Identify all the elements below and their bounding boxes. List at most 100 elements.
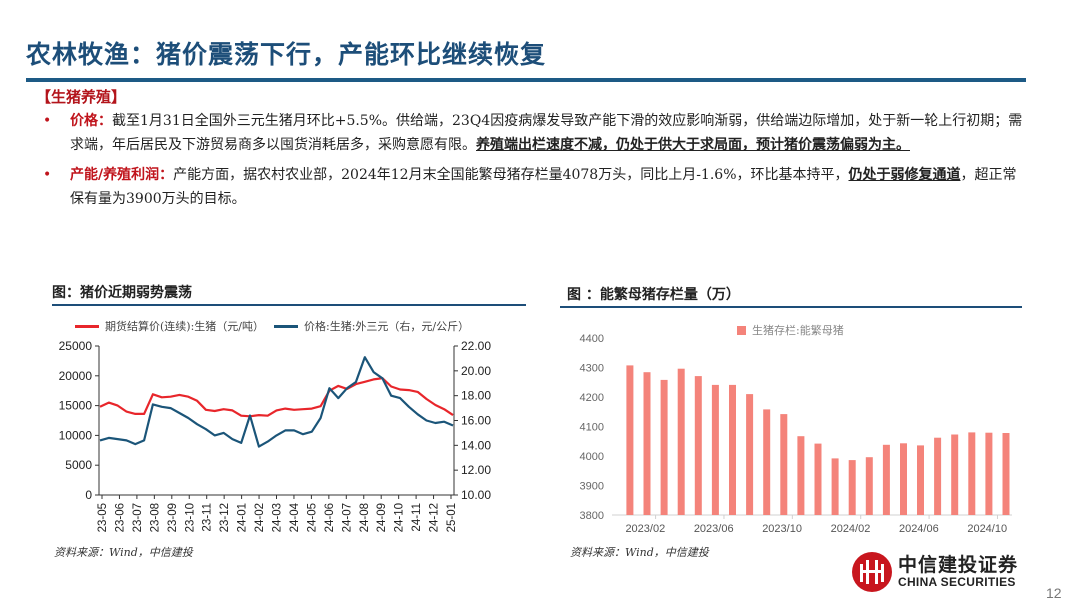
page-number: 12 (1046, 585, 1062, 601)
bar-y-tick: 4100 (580, 422, 604, 434)
x-axis-tick: 23-11 (202, 503, 214, 532)
bullet-dot-icon: • (43, 167, 52, 183)
right-axis-tick: 22.00 (461, 339, 491, 353)
bar-x-tick: 2023/10 (762, 523, 802, 535)
left-axis-tick: 5000 (65, 458, 92, 472)
bar-y-tick: 3900 (580, 481, 604, 493)
bar (797, 436, 805, 515)
bar (985, 432, 993, 515)
legend-label-sows: 生猪存栏:能繁母猪 (752, 324, 844, 337)
right-axis-tick: 16.00 (461, 414, 491, 428)
x-axis-tick: 24-09 (376, 503, 388, 532)
line-chart-title-rule (52, 304, 526, 306)
line-chart-legend: 期货结算价(连续):生猪（元/吨） 价格:生猪:外三元（右，元/公斤） (75, 318, 469, 334)
x-axis-tick: 24-07 (341, 503, 353, 532)
bar-y-tick: 4400 (580, 333, 604, 345)
bullet-list: • 价格：截至1月31日全国外三元生猪月环比+5.5%。供给端，23Q4因疫病爆… (40, 109, 1030, 217)
left-axis-tick: 25000 (59, 339, 93, 353)
bar-y-tick: 4200 (580, 392, 604, 404)
x-axis-tick: 25-01 (446, 503, 458, 532)
bar (643, 372, 651, 515)
section-tag: 【生猪养殖】 (36, 88, 127, 106)
bar (917, 445, 924, 515)
logo-text-en: CHINA SECURITIES (898, 575, 1016, 589)
bar (677, 368, 685, 515)
x-axis-tick: 24-08 (359, 503, 371, 532)
x-axis-tick: 24-01 (237, 503, 249, 532)
bar (882, 444, 890, 515)
bullet-emphasis: 仍处于弱修复通道 (848, 167, 961, 183)
line-chart-right-axis: 22.00 20.00 18.00 16.00 14.00 12.00 10.00 (453, 339, 491, 502)
x-axis-tick: 24-05 (306, 503, 318, 532)
x-axis-tick: 23-05 (97, 503, 109, 532)
x-axis-tick: 24-11 (411, 503, 423, 532)
left-axis-tick: 0 (85, 488, 92, 502)
x-axis-tick: 24-10 (394, 503, 406, 532)
bar (865, 457, 873, 515)
bar (780, 414, 788, 515)
bar-chart-title: 图 ：能繁母猪存栏量（万） (567, 287, 740, 303)
title-divider (26, 78, 1026, 82)
left-axis-tick: 15000 (59, 399, 93, 413)
bullet-dot-icon: • (43, 113, 52, 129)
bar-x-tick: 2023/02 (625, 523, 665, 535)
left-axis-tick: 20000 (59, 369, 93, 383)
x-axis-tick: 24-12 (429, 503, 441, 532)
bar-y-tick: 4300 (580, 363, 604, 375)
bar (694, 376, 702, 515)
line-chart-title: 图：猪价近期弱势震荡 (52, 285, 192, 301)
bar (1002, 433, 1010, 515)
x-axis-tick: 23-10 (184, 503, 196, 532)
right-axis-tick: 14.00 (461, 438, 491, 452)
bar-x-tick: 2024/10 (967, 523, 1007, 535)
bar-x-tick: 2023/06 (694, 523, 734, 535)
page-title: 农林牧渔：猪价震荡下行，产能环比继续恢复 (26, 40, 547, 69)
logo-mark-icon (852, 552, 892, 592)
x-axis-tick: 23-12 (219, 503, 231, 532)
bar (900, 443, 907, 515)
series-futures-line (99, 377, 454, 418)
bullet-text: 截至1月31日全国外三元生猪月环比+5.5%。供给端，23Q4因疫病爆发导致产能… (70, 113, 1023, 153)
bar (848, 460, 856, 515)
x-axis-tick: 24-04 (289, 502, 301, 532)
company-logo: 中信建投证券 CHINA SECURITIES (852, 552, 1018, 592)
logo-text-cn: 中信建投证券 (898, 554, 1019, 576)
bar (746, 394, 754, 515)
x-axis-tick: 24-02 (254, 503, 266, 532)
bar (729, 384, 736, 515)
x-axis-tick: 23-08 (149, 503, 161, 532)
legend-label-futures: 期货结算价(连续):生猪（元/吨） (105, 320, 264, 333)
legend-swatch-blue (274, 324, 298, 328)
right-axis-tick: 12.00 (461, 463, 491, 477)
bar-chart-y-axis: 4400 4300 4200 4100 4000 3900 3800 (580, 333, 604, 522)
bullet-price: • 价格：截至1月31日全国外三元生猪月环比+5.5%。供给端，23Q4因疫病爆… (40, 109, 1030, 157)
x-axis-tick: 24-03 (272, 503, 284, 532)
bar (951, 434, 959, 515)
x-axis-tick: 23-09 (167, 503, 179, 532)
bullet-text: 产能方面，据农村农业部，2024年12月末全国能繁母猪存栏量4078万头，同比上… (173, 167, 849, 183)
bar-series (626, 365, 1010, 515)
bar-x-tick: 2024/06 (899, 523, 939, 535)
bar (934, 437, 942, 515)
legend-label-spot: 价格:生猪:外三元（右，元/公斤） (304, 320, 470, 333)
bullet-capacity: • 产能/养殖利润：产能方面，据农村农业部，2024年12月末全国能繁母猪存栏量… (40, 163, 1030, 211)
right-axis-tick: 18.00 (461, 389, 491, 403)
right-axis-tick: 10.00 (461, 488, 491, 502)
bar-chart-x-axis: 2023/02 2023/06 2023/10 2024/02 2024/06 2024/… (612, 514, 1012, 535)
legend-swatch-red (75, 324, 99, 328)
bar-y-tick: 4000 (580, 451, 604, 463)
line-chart-left-axis: 25000 20000 15000 10000 5000 0 (59, 339, 100, 502)
bar-chart-source: 资料来源：Wind，中信建投 (570, 546, 709, 559)
bar (626, 365, 634, 515)
bar-y-tick: 3800 (580, 510, 604, 522)
left-axis-tick: 10000 (59, 428, 93, 442)
bar (968, 432, 976, 515)
line-chart-source: 资料来源：Wind，中信建投 (54, 546, 193, 559)
right-axis-tick: 20.00 (461, 364, 491, 378)
bar (711, 384, 719, 515)
bar (814, 443, 822, 515)
legend-swatch-bar (737, 325, 746, 335)
x-axis-tick: 23-06 (114, 503, 126, 532)
